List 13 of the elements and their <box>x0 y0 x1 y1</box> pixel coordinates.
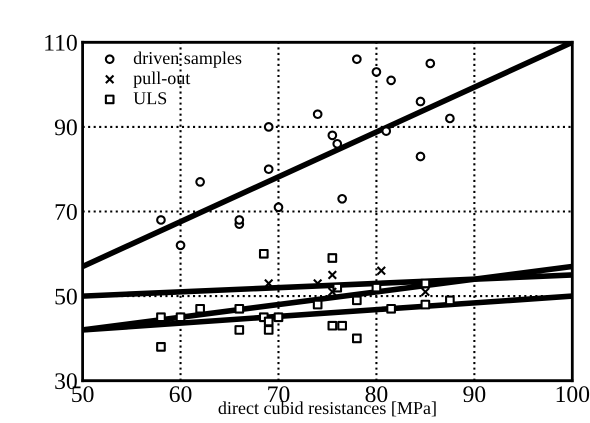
y-tick-label: 110 <box>45 34 77 51</box>
y-tick-label: 90 <box>54 119 77 136</box>
x-tick-label: 60 <box>170 386 192 402</box>
x-tick-label: 70 <box>268 386 290 402</box>
legend-label: driven samples <box>134 51 242 68</box>
legend-label: pull-out <box>133 72 190 88</box>
y-tick-label: 70 <box>56 204 77 220</box>
x-tick-label: 80 <box>366 386 388 402</box>
y-tick-label: 50 <box>56 288 77 305</box>
x-tick-label: 100 <box>556 386 590 402</box>
x-axis-title: direct cubid resistances [MPa] <box>218 401 436 416</box>
x-tick-label: 90 <box>463 386 486 402</box>
legend-label: ULS <box>134 92 166 104</box>
